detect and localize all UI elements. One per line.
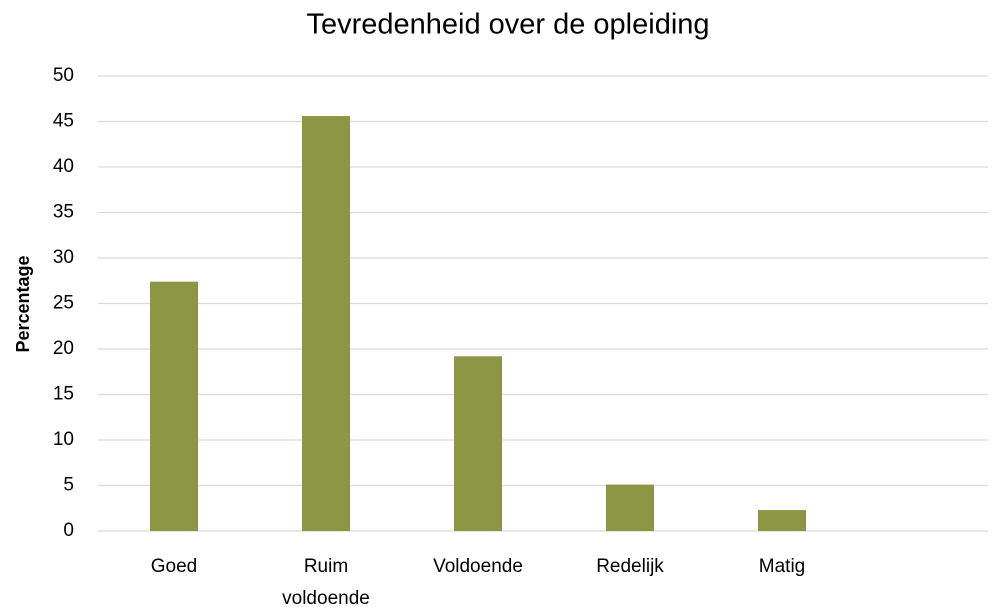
y-tick-label: 35	[53, 202, 74, 223]
bar	[302, 116, 350, 531]
y-tick-label: 45	[53, 111, 74, 132]
x-tick-label: Ruim voldoende	[282, 556, 370, 607]
y-tick-label: 30	[53, 247, 74, 268]
x-tick-label: Voldoende	[433, 556, 523, 577]
x-tick-label: Matig	[759, 556, 805, 577]
y-tick-label: 15	[53, 384, 74, 405]
y-axis-label: Percentage	[13, 255, 33, 352]
x-tick-label: Redelijk	[596, 556, 664, 577]
y-tick-label: 25	[53, 293, 74, 314]
x-tick-label: Goed	[151, 556, 197, 577]
bar	[150, 281, 198, 531]
y-tick-label: 40	[53, 156, 74, 177]
y-tick-label: 10	[53, 429, 74, 450]
bar	[606, 484, 654, 531]
bar	[758, 510, 806, 531]
bar	[454, 356, 502, 531]
y-tick-label: 0	[63, 520, 74, 541]
y-tick-label: 5	[63, 475, 74, 496]
y-tick-label: 50	[53, 65, 74, 86]
y-tick-label: 20	[53, 338, 74, 359]
chart-title: Tevredenheid over de opleiding	[306, 9, 709, 41]
